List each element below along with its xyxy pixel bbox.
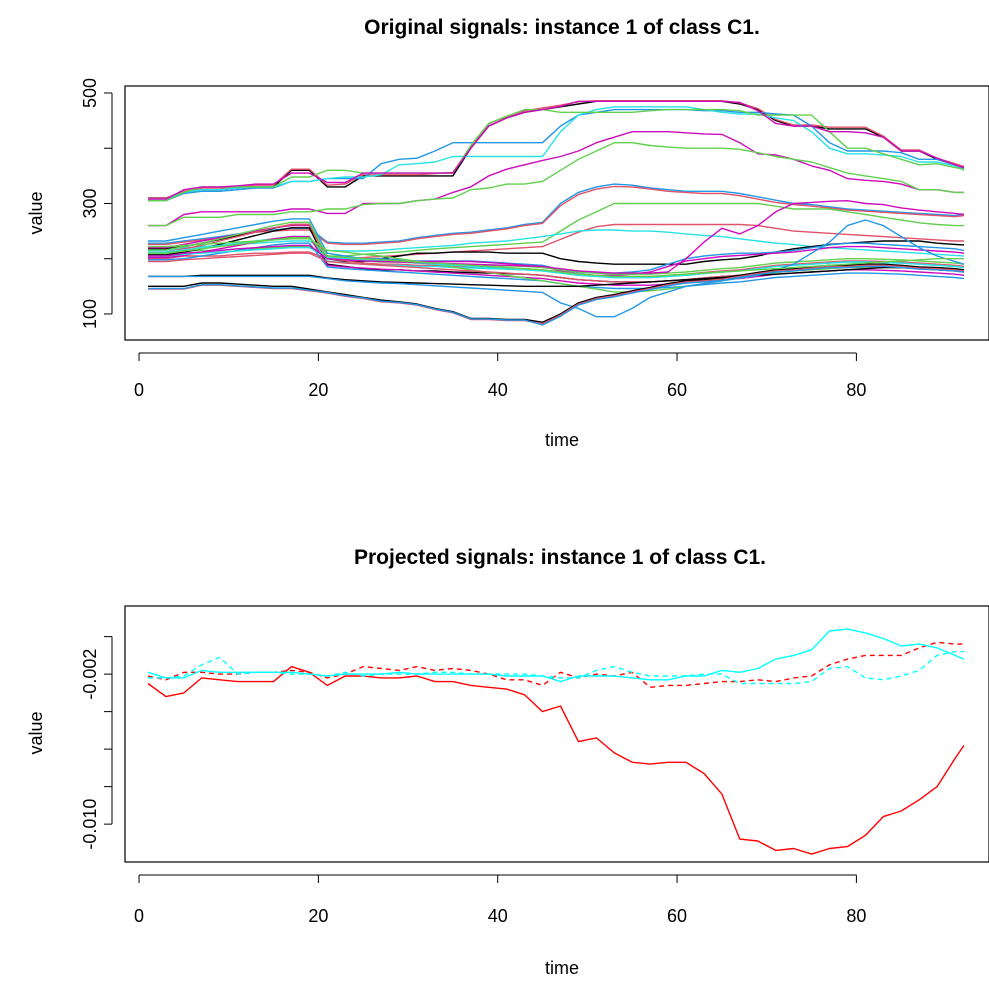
x-tick-label: 60 [667,906,687,926]
plot-frame [124,85,989,341]
y-tick-label: 100 [80,299,100,329]
series-line-1 [147,665,965,855]
y-tick-label: 300 [80,188,100,218]
x-tick-label: 60 [667,380,687,400]
series-line-4 [148,106,965,200]
y-tick-label: -0.002 [80,649,100,700]
y-axis-label: value [26,711,46,754]
x-axis-label: time [545,958,579,978]
axis-layer: 0 20 40 60 80 100 300 500 [80,78,866,400]
x-tick-label: 40 [488,380,508,400]
x-tick-label: 0 [134,380,144,400]
chart-title: Original signals: instance 1 of class C1… [364,16,760,39]
series-line-23 [148,238,965,293]
series-line-2 [148,99,965,199]
series-line-18 [148,221,965,275]
chart-original-signals: Original signals: instance 1 of class C1… [26,16,989,450]
series-line-11 [148,202,964,257]
x-tick-label: 80 [846,380,866,400]
x-tick-label: 20 [308,906,328,926]
x-tick-label: 80 [846,906,866,926]
x-tick-label: 20 [308,380,328,400]
series-line-12 [148,223,964,260]
series-line-31 [148,199,965,274]
y-tick-label: 500 [80,78,100,108]
plot-frame [124,605,989,863]
series-line-5 [148,108,965,202]
series-line-7 [148,130,964,227]
x-axis-label: time [545,430,579,450]
chart-title: Projected signals: instance 1 of class C… [354,546,766,569]
series-layer [147,628,965,855]
x-tick-label: 40 [488,906,508,926]
series-line-25 [148,246,965,279]
series-line-6 [148,100,965,200]
x-tick-label: 0 [134,906,144,926]
series-line-26 [148,266,964,287]
series-line-2 [147,641,964,688]
series-line-10 [148,185,965,246]
series-line-30 [148,265,965,326]
axis-layer: 0 20 40 60 80 -0.010 -0.002 [80,636,866,926]
series-line-27 [148,219,965,318]
series-line-8 [148,141,964,227]
series-line-4 [148,650,964,685]
series-line-32 [148,236,964,278]
y-axis-label: value [26,191,46,234]
y-tick-label: -0.010 [80,799,100,850]
series-line-3 [147,628,965,683]
series-layer [148,99,965,326]
chart-projected-signals: Projected signals: instance 1 of class C… [26,546,989,978]
series-line-13 [148,229,965,257]
series-line-16 [148,224,965,276]
